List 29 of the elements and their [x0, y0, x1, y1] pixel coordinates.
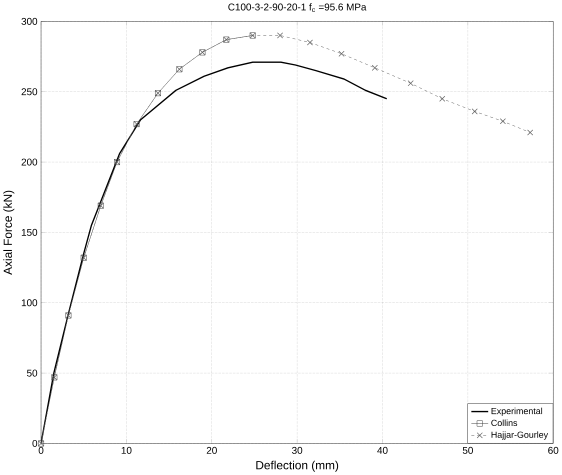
y-tick-label: 200: [22, 158, 38, 166]
x-tick-label: 0: [38, 446, 44, 454]
y-tick-label: 150: [22, 228, 38, 236]
x-tick-label: 30: [292, 446, 302, 454]
y-tick-label: 0: [32, 440, 38, 447]
point: [527, 130, 534, 136]
point: [372, 64, 378, 71]
x-tick-label: 50: [462, 446, 473, 454]
y-tick-label: 250: [22, 88, 38, 96]
point: [439, 96, 446, 102]
x-tick-label: 40: [377, 446, 388, 454]
point: [338, 50, 345, 57]
x-tick-label: 60: [548, 446, 558, 454]
point: [472, 108, 478, 114]
y-tick-label: 100: [22, 299, 38, 306]
x-axis-title: Deflection (mm): [256, 460, 338, 472]
point: [277, 32, 284, 38]
point: [408, 80, 414, 86]
y-tick-label: 50: [26, 370, 38, 377]
y-axis-title: Axial Force (kN): [3, 190, 14, 275]
point: [306, 39, 313, 46]
legend-label: Hajjar-Gourley: [492, 431, 548, 440]
legend-label: Experimental: [492, 408, 542, 416]
legend-label: Collins: [491, 420, 518, 426]
y-tick-label: 300: [21, 18, 38, 25]
x-tick-label: 10: [122, 446, 132, 454]
chart-title: C100-3-2-90-20-1 f$_{c}$ =95.6 MPa: [228, 3, 366, 12]
point: [500, 118, 506, 124]
x-tick-label: 20: [206, 446, 217, 454]
